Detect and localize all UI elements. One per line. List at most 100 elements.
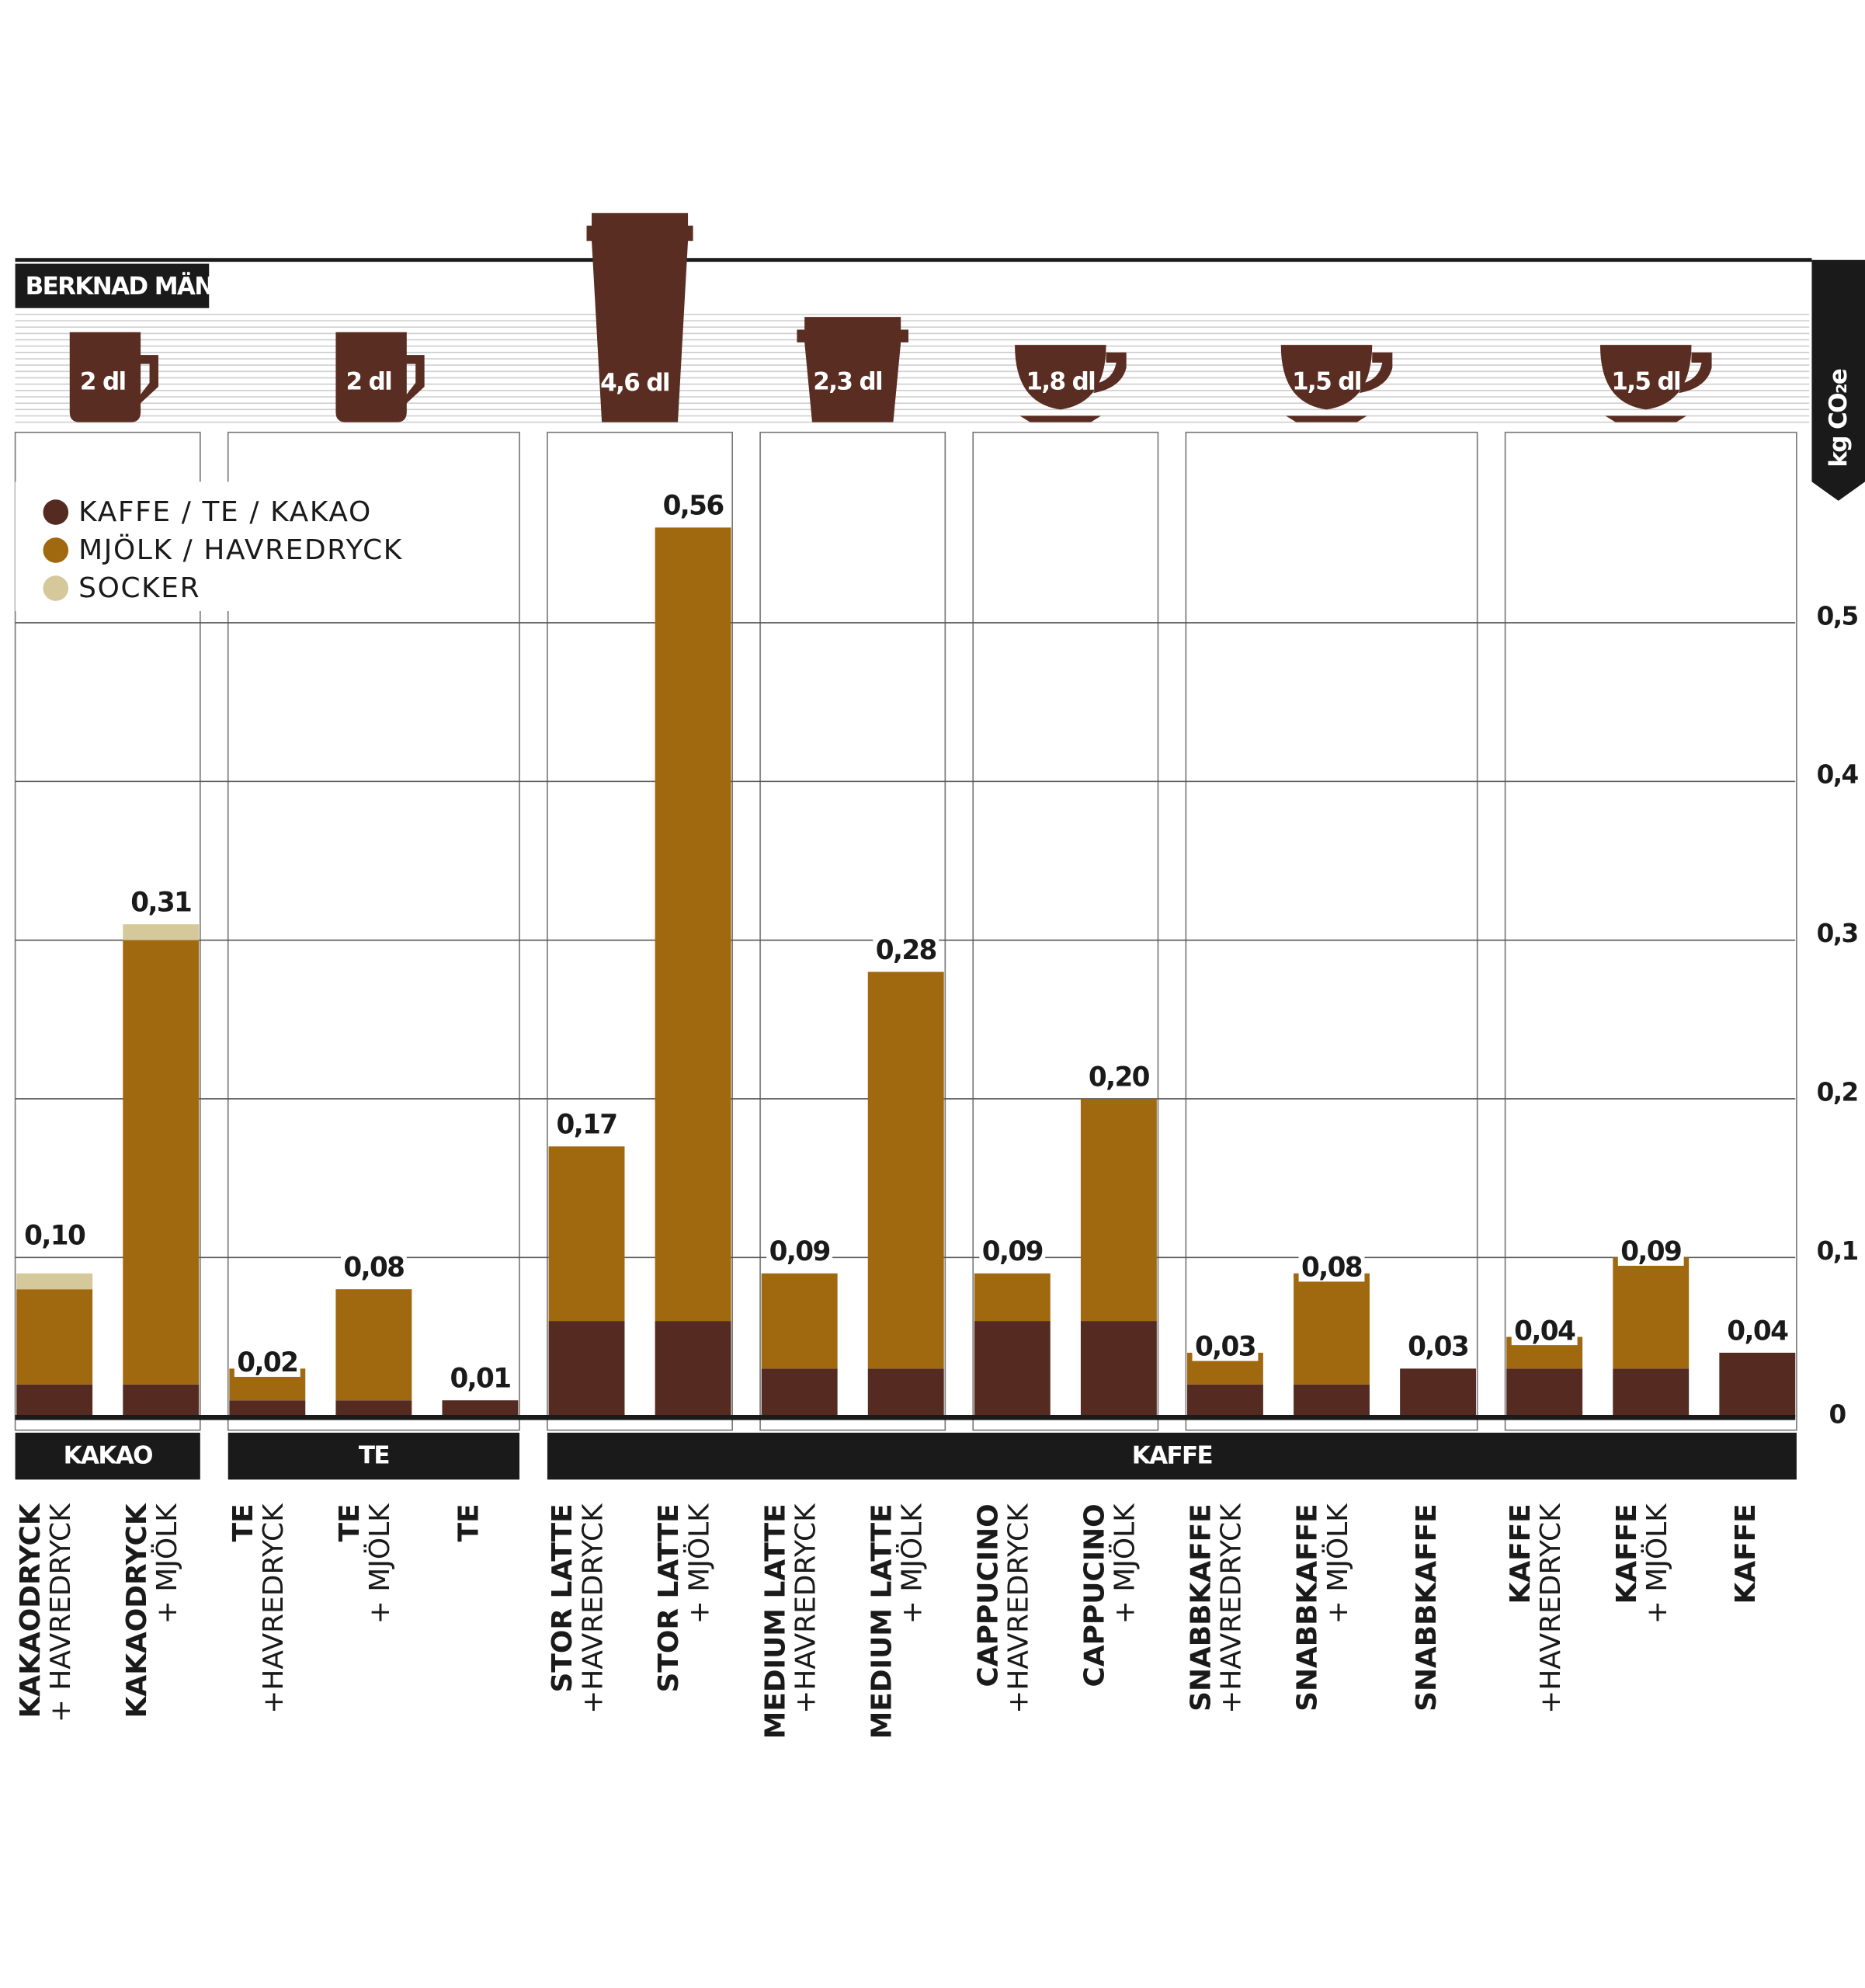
legend-label: MJÖLK / HAVREDRYCK (78, 533, 403, 566)
value-label-bg (660, 489, 727, 520)
legend-box (15, 481, 450, 611)
legend-swatch (43, 499, 69, 525)
x-tick-sublabel: + MJÖLK (896, 1503, 929, 1624)
panel (227, 431, 520, 1431)
bar-segment (1294, 1273, 1370, 1385)
bar-segment (548, 1146, 625, 1322)
x-tick-sublabel: + MJÖLK (682, 1503, 715, 1624)
x-tick-label: TE (453, 1503, 484, 1541)
serving-size: 1,5 dl (1292, 368, 1361, 396)
x-tick-label: SNABBKAFFE (1186, 1503, 1217, 1712)
bar-segment (867, 1368, 944, 1416)
x-tick-label: KAKAODRYCK (15, 1503, 47, 1718)
bar-segment (335, 1400, 412, 1416)
x-tick-label: CAPPUCINO (1079, 1503, 1111, 1687)
x-tick-label: KAFFE (1611, 1503, 1643, 1604)
legend-swatch (43, 575, 69, 601)
value-label-bg (340, 1251, 407, 1282)
bar-segment (974, 1273, 1051, 1322)
x-tick-sublabel: +HAVREDRYCK (1535, 1503, 1567, 1714)
x-tick-label: STOR LATTE (547, 1503, 578, 1692)
y-tick-label: 0,3 (1817, 919, 1858, 948)
x-tick-sublabel: + MJÖLK (363, 1503, 396, 1624)
cup-icon (586, 213, 693, 422)
panel (1504, 431, 1797, 1431)
bar-segment (1613, 1257, 1690, 1369)
x-tick-label: MEDIUM LATTE (866, 1503, 898, 1739)
y-tick-label: 0,5 (1817, 601, 1858, 631)
bar-segment (16, 1384, 93, 1416)
x-tick-sublabel: + MJÖLK (1321, 1503, 1354, 1624)
value-label-bg (979, 1235, 1046, 1266)
x-tick-label: KAKAODRYCK (121, 1503, 153, 1718)
x-tick-label: SNABBKAFFE (1292, 1503, 1324, 1712)
y-tick-label: 0,1 (1817, 1236, 1858, 1266)
value-label: 0,01 (450, 1364, 510, 1395)
serving-size: 2,3 dl (813, 368, 882, 396)
y-tick-label: 0,4 (1817, 760, 1859, 790)
panel (972, 431, 1159, 1431)
legend-label: SOCKER (78, 572, 200, 604)
panel (759, 431, 946, 1431)
value-label-bg (873, 933, 939, 964)
legend-label: KAFFE / TE / KAKAO (78, 496, 372, 528)
bar-segment (16, 1273, 93, 1290)
y-tick-label: 0 (1829, 1400, 1846, 1430)
bar-segment (123, 940, 200, 1385)
value-label: 0,17 (557, 1110, 617, 1141)
bar-segment (1080, 1321, 1157, 1416)
value-label-bg (554, 1108, 620, 1139)
x-tick-label: SNABBKAFFE (1411, 1503, 1443, 1712)
bar-segment (867, 971, 944, 1369)
x-tick-sublabel: + MJÖLK (1641, 1503, 1673, 1624)
serving-size: 2 dl (346, 368, 392, 396)
y-axis-tab (1811, 259, 1865, 501)
value-label: 0,04 (1514, 1315, 1575, 1347)
legend-swatch (43, 537, 69, 563)
value-label: 0,09 (982, 1236, 1043, 1267)
bar-segment (761, 1273, 838, 1369)
value-label-bg (1405, 1330, 1471, 1361)
panel (14, 431, 201, 1431)
value-label-bg (1085, 1061, 1152, 1092)
value-label: 0,31 (130, 888, 191, 919)
y-axis-title: kg CO₂e (1825, 369, 1853, 467)
bar-segment (1719, 1352, 1796, 1416)
group-label: TE (359, 1441, 389, 1469)
bar-segment (442, 1400, 519, 1416)
panel (1185, 431, 1478, 1431)
panel (547, 431, 733, 1431)
value-label: 0,03 (1195, 1332, 1255, 1363)
serving-size: 1,8 dl (1026, 368, 1095, 396)
cup-icon (335, 332, 425, 422)
cup-icon (1599, 345, 1712, 422)
bar-segment (974, 1321, 1051, 1416)
value-label-bg (1724, 1314, 1790, 1346)
serving-size: 1,5 dl (1611, 368, 1680, 396)
x-tick-sublabel: +HAVREDRYCK (790, 1503, 821, 1714)
group-band (15, 1432, 200, 1480)
value-label-bg (1298, 1251, 1365, 1282)
x-tick-label: CAPPUCINO (972, 1503, 1004, 1687)
amount-tag (15, 263, 210, 308)
x-tick-sublabel: +HAVREDRYCK (577, 1503, 609, 1714)
cup-icon (1015, 345, 1127, 422)
value-label: 0,09 (1620, 1236, 1681, 1267)
x-tick-sublabel: + HAVREDRYCK (45, 1503, 77, 1722)
value-label-bg (234, 1346, 300, 1378)
bar-segment (335, 1289, 412, 1401)
bar-segment (123, 1384, 200, 1416)
cup-icon (69, 332, 158, 422)
cup-icon (797, 317, 908, 422)
serving-size: 4,6 dl (600, 369, 669, 397)
group-label: KAKAO (64, 1441, 152, 1469)
bar-segment (1294, 1384, 1370, 1416)
cup-icon (1280, 345, 1393, 422)
bar-segment (655, 1321, 731, 1416)
value-label-bg (1617, 1235, 1684, 1266)
value-label: 0,56 (663, 491, 724, 522)
x-tick-sublabel: + MJÖLK (151, 1503, 183, 1624)
x-tick-sublabel: +HAVREDRYCK (1003, 1503, 1035, 1714)
value-label: 0,09 (769, 1236, 830, 1267)
